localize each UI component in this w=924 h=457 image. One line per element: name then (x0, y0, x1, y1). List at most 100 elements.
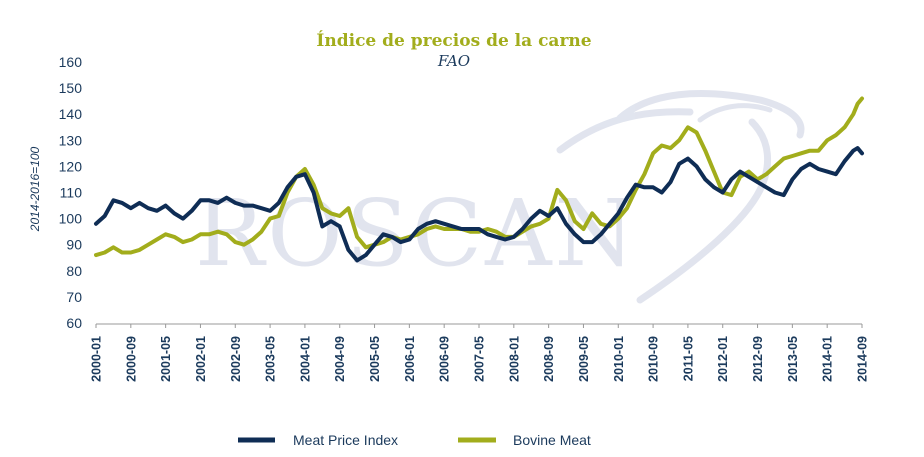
data-point-meat-price-index (277, 201, 281, 205)
x-tick-label: 2000-01 (90, 336, 104, 382)
data-point-bovine-meat (94, 253, 98, 257)
data-point-meat-price-index (634, 183, 638, 187)
x-axis-ticks: 2000-01 2000-09 2001-05 2002-01 2002-09 2003-… (90, 324, 870, 382)
x-tick-label: 2014-09 (856, 336, 870, 382)
data-point-bovine-meat (834, 133, 838, 137)
data-point-bovine-meat (346, 206, 350, 210)
data-point-bovine-meat (111, 245, 115, 249)
x-tick-label: 2004-09 (333, 336, 347, 382)
data-point-meat-price-index (860, 151, 864, 155)
data-point-meat-price-index (851, 149, 855, 153)
data-point-bovine-meat (555, 188, 559, 192)
data-point-meat-price-index (225, 196, 229, 200)
data-point-meat-price-index (695, 164, 699, 168)
data-point-meat-price-index (599, 232, 603, 236)
data-point-bovine-meat (103, 250, 107, 255)
data-point-meat-price-index (529, 217, 533, 221)
data-point-bovine-meat (703, 149, 707, 153)
data-point-meat-price-index (251, 204, 255, 208)
data-point-meat-price-index (346, 248, 350, 252)
x-tick-label: 2007-05 (473, 336, 487, 382)
data-point-meat-price-index (233, 201, 237, 205)
data-point-meat-price-index (782, 193, 786, 197)
data-point-meat-price-index (856, 146, 860, 150)
data-point-bovine-meat (738, 175, 742, 179)
x-tick-label: 2003-05 (264, 336, 278, 382)
data-point-bovine-meat (425, 227, 429, 231)
data-point-bovine-meat (433, 224, 438, 228)
y-tick-label: 80 (66, 263, 82, 279)
x-tick-label: 2014-01 (821, 336, 835, 382)
data-point-bovine-meat (442, 227, 446, 231)
data-point-meat-price-index (303, 172, 307, 176)
watermark-bull-head-shape (556, 90, 805, 304)
data-point-bovine-meat (233, 240, 237, 244)
x-tick-label: 2006-09 (438, 336, 452, 382)
data-point-bovine-meat (860, 96, 864, 101)
x-tick-label: 2000-09 (124, 336, 138, 382)
data-point-bovine-meat (355, 235, 359, 239)
data-point-meat-price-index (207, 198, 211, 202)
watermark-horn-shape (697, 103, 773, 123)
data-point-meat-price-index (329, 219, 333, 223)
data-point-bovine-meat (225, 232, 229, 236)
chart-subtitle: FAO (437, 52, 470, 70)
data-point-bovine-meat (198, 232, 203, 236)
data-point-meat-price-index (312, 190, 316, 195)
x-tick-label: 2005-05 (368, 336, 382, 382)
data-point-bovine-meat (137, 248, 142, 252)
data-point-bovine-meat (181, 240, 185, 244)
data-point-bovine-meat (207, 232, 211, 236)
data-point-bovine-meat (277, 214, 281, 218)
data-point-meat-price-index (764, 185, 768, 189)
data-point-meat-price-index (355, 258, 359, 262)
data-point-bovine-meat (851, 112, 855, 116)
data-point-bovine-meat (190, 237, 194, 242)
data-point-bovine-meat (590, 211, 594, 215)
y-tick-label: 140 (59, 106, 83, 122)
data-point-bovine-meat (320, 206, 324, 210)
data-point-bovine-meat (625, 206, 629, 210)
data-point-meat-price-index (285, 185, 290, 189)
data-point-meat-price-index (721, 190, 725, 195)
data-point-bovine-meat (538, 222, 542, 226)
x-tick-label: 2002-09 (229, 336, 243, 382)
y-tick-label: 150 (59, 80, 83, 96)
data-point-meat-price-index (520, 227, 525, 231)
data-point-bovine-meat (155, 237, 159, 242)
data-point-meat-price-index (547, 214, 551, 218)
data-point-bovine-meat (338, 214, 342, 218)
data-point-meat-price-index (372, 243, 377, 247)
data-point-bovine-meat (129, 250, 133, 255)
data-point-meat-price-index (111, 198, 115, 202)
data-point-meat-price-index (651, 185, 655, 189)
data-point-meat-price-index (338, 224, 342, 228)
data-point-meat-price-index (468, 227, 472, 231)
legend-label-meat-price-index: Meat Price Index (293, 432, 398, 448)
data-point-meat-price-index (581, 240, 586, 244)
data-point-meat-price-index (747, 175, 751, 179)
data-point-bovine-meat (712, 170, 716, 174)
data-point-bovine-meat (251, 237, 255, 242)
data-point-meat-price-index (172, 211, 176, 215)
data-point-meat-price-index (129, 206, 133, 210)
y-tick-label: 130 (59, 132, 83, 148)
data-point-meat-price-index (773, 190, 777, 195)
y-tick-label: 70 (66, 289, 82, 305)
data-point-bovine-meat (564, 198, 568, 202)
data-point-bovine-meat (773, 164, 777, 168)
data-point-bovine-meat (494, 230, 498, 234)
x-tick-label: 2010-09 (647, 336, 661, 382)
data-point-bovine-meat (120, 250, 124, 255)
data-point-meat-price-index (242, 204, 246, 208)
data-point-meat-price-index (729, 177, 734, 181)
data-point-meat-price-index (164, 204, 168, 208)
data-point-bovine-meat (816, 149, 821, 153)
x-tick-label: 2013-05 (786, 336, 800, 382)
x-tick-label: 2008-09 (542, 336, 556, 382)
data-point-meat-price-index (686, 157, 690, 161)
data-point-meat-price-index (712, 185, 716, 189)
data-point-meat-price-index (259, 206, 263, 210)
series-layer (94, 96, 864, 263)
x-tick-label: 2001-05 (159, 336, 173, 382)
